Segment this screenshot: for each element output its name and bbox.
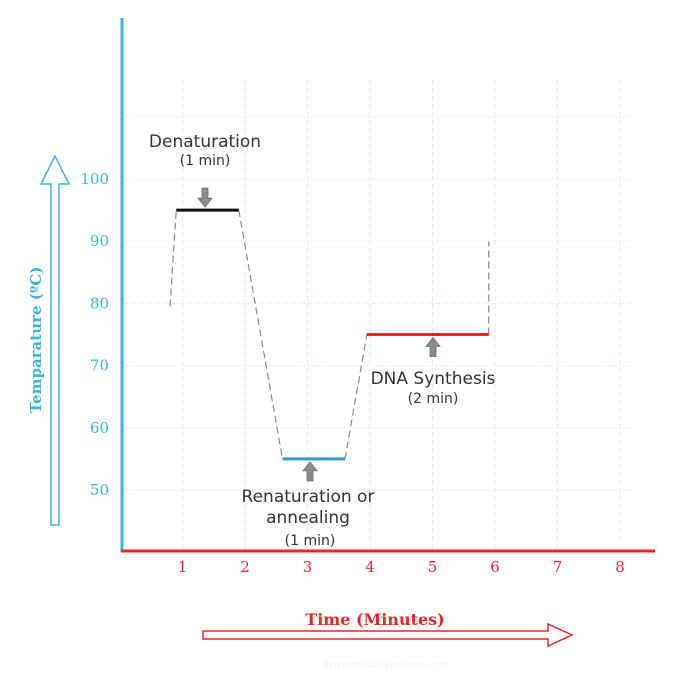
y-tick-label: 90: [90, 232, 109, 250]
x-tick-label: 3: [303, 558, 313, 576]
synthesis-label: DNA Synthesis: [371, 369, 496, 389]
x-tick-label: 8: [615, 558, 625, 576]
axis-titles: Temparature (ºC) Time (Minutes) Prizmmstud…: [27, 154, 574, 671]
x-tick-label: 4: [365, 558, 375, 576]
x-tick-label: 6: [490, 558, 500, 576]
denaturation-label: Denaturation: [149, 132, 261, 152]
x-axis-title: Time (Minutes): [305, 610, 444, 629]
tick-labels: 50 60 70 80 90 100 1 2 3 4 5 6 7 8: [80, 170, 624, 576]
y-tick-label: 50: [90, 481, 109, 499]
annealing-label-line: annealing: [266, 508, 350, 528]
x-tick-label: 2: [240, 558, 250, 576]
annotations: Denaturation(1 min)Renaturation oranneal…: [149, 132, 496, 549]
synthesis-arrow: [425, 336, 441, 357]
x-tick-label: 7: [553, 558, 563, 576]
denaturation-arrow: [197, 187, 213, 208]
synthesis-duration: (2 min): [408, 391, 459, 407]
x-tick-label: 1: [178, 558, 188, 576]
annealing-label-line: Renaturation or: [242, 487, 375, 507]
temperature-steps: [176, 208, 489, 461]
transition-guide: [344, 334, 368, 460]
axes: [120, 18, 655, 553]
y-tick-label: 100: [80, 170, 109, 188]
annealing-arrow: [302, 461, 318, 482]
grid: [124, 80, 632, 549]
watermark: Prizmmstudyecentre.com: [324, 660, 452, 671]
x-axis-arrow: [202, 622, 574, 648]
denaturation-duration: (1 min): [180, 153, 231, 169]
y-axis-title: Temparature (ºC): [27, 267, 45, 414]
transition-guide: [238, 209, 284, 460]
y-tick-label: 70: [90, 357, 109, 375]
y-tick-label: 60: [90, 419, 109, 437]
transition-guide: [169, 210, 177, 307]
y-tick-label: 80: [90, 294, 109, 312]
annealing-duration: (1 min): [285, 533, 336, 549]
x-tick-label: 5: [428, 558, 438, 576]
transition-guides: [169, 209, 490, 460]
y-axis-arrow: [39, 154, 71, 526]
